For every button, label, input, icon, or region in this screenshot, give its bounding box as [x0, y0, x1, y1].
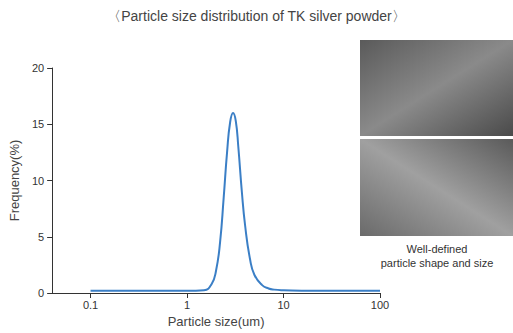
- svg-text:particle shape and size: particle shape and size: [381, 257, 494, 269]
- svg-text:15: 15: [32, 118, 44, 130]
- svg-text:Frequency(%): Frequency(%): [7, 140, 22, 222]
- svg-text:10: 10: [32, 175, 44, 187]
- svg-text:〈Particle size distribution of: 〈Particle size distribution of TK silver…: [107, 8, 406, 24]
- svg-text:0: 0: [38, 287, 44, 299]
- svg-text:10: 10: [277, 299, 289, 311]
- svg-text:5: 5: [38, 231, 44, 243]
- svg-text:0.1: 0.1: [83, 299, 98, 311]
- svg-text:Well-defined: Well-defined: [407, 243, 468, 255]
- svg-text:1: 1: [184, 299, 190, 311]
- svg-text:Particle size(um): Particle size(um): [168, 314, 265, 329]
- svg-text:20: 20: [32, 62, 44, 74]
- svg-text:100: 100: [371, 299, 389, 311]
